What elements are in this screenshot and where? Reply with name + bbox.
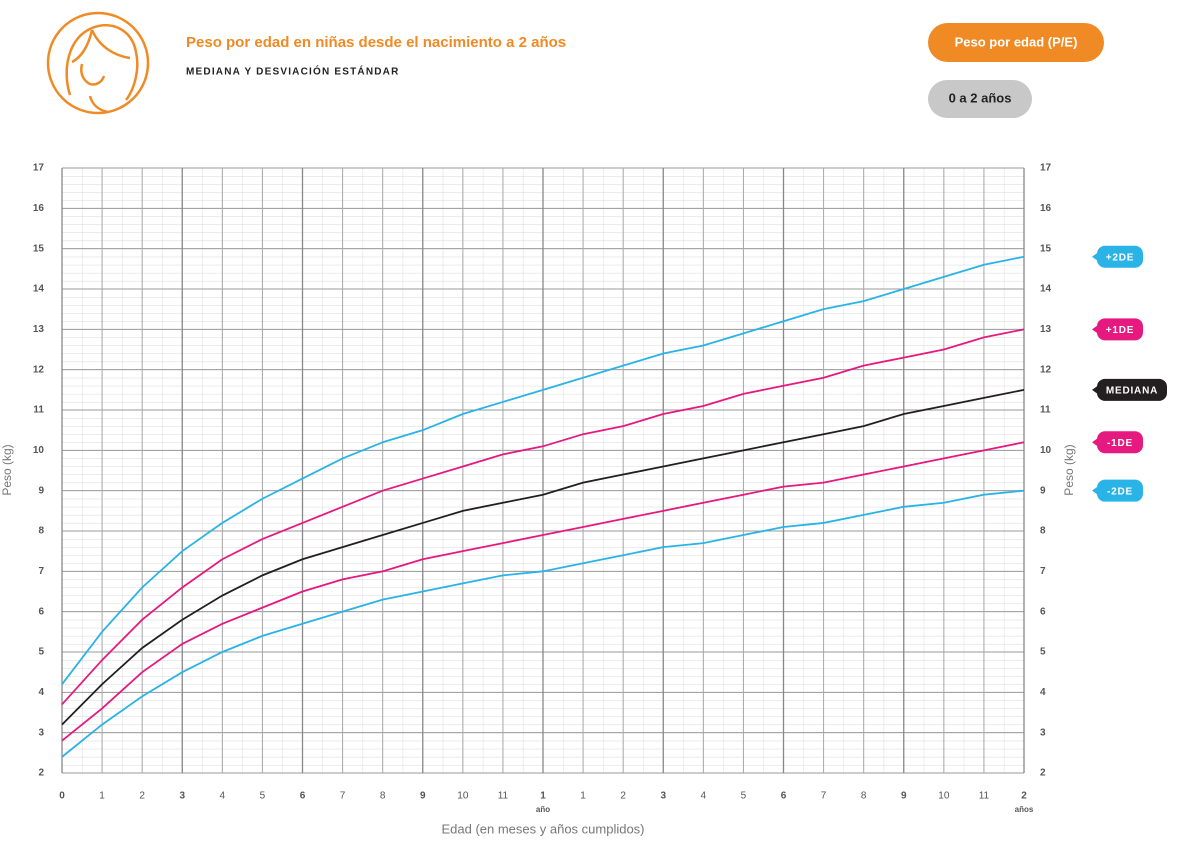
y-tick-label: 6 xyxy=(1040,606,1046,617)
y-tick-label: 8 xyxy=(38,526,44,537)
y-tick-label: 5 xyxy=(1040,647,1046,658)
y-tick-label: 17 xyxy=(33,163,45,174)
x-tick-label: 8 xyxy=(380,791,386,802)
y-tick-label: 12 xyxy=(1040,364,1052,375)
series-line xyxy=(61,441,1025,742)
y-tick-label: 16 xyxy=(1040,203,1052,214)
x-tick-label: 4 xyxy=(701,791,707,802)
legend-label: +1DE xyxy=(1106,325,1135,336)
button[interactable] xyxy=(928,23,1104,62)
legend-badge xyxy=(1097,479,1143,502)
button[interactable] xyxy=(928,80,1032,118)
x-tick-label: 2 xyxy=(620,791,626,802)
legend-badge xyxy=(1097,431,1143,454)
series-line xyxy=(61,388,1025,726)
y-tick-label: 16 xyxy=(33,203,45,214)
x-tick-label: 4 xyxy=(220,791,226,802)
x-tick-label: 7 xyxy=(340,791,346,802)
legend-label: +2DE xyxy=(1106,252,1135,263)
x-axis-label: Edad (en meses y años cumplidos) xyxy=(441,821,644,836)
y-axis-label: Peso (kg) xyxy=(1062,444,1076,495)
x-tick-sublabel: año xyxy=(536,805,550,814)
x-tick-label: 9 xyxy=(420,791,426,802)
x-tick-label: 11 xyxy=(498,791,509,802)
y-tick-label: 6 xyxy=(38,606,44,617)
x-tick-label: 6 xyxy=(300,791,306,802)
y-tick-label: 17 xyxy=(1040,163,1052,174)
x-tick-sublabel: años xyxy=(1015,805,1034,814)
x-tick-label: 1 xyxy=(99,791,105,802)
x-tick-label: 9 xyxy=(901,791,907,802)
series-line xyxy=(61,489,1025,758)
y-tick-label: 11 xyxy=(1040,405,1051,416)
x-tick-label: 0 xyxy=(59,791,65,802)
y-axis-label: Peso (kg) xyxy=(0,444,14,495)
x-tick-label: 3 xyxy=(179,791,185,802)
y-tick-label: 10 xyxy=(1040,445,1052,456)
y-tick-label: 13 xyxy=(33,324,45,335)
x-tick-label: 5 xyxy=(741,791,747,802)
x-tick-label: 2 xyxy=(1021,791,1027,802)
legend-badge xyxy=(1097,245,1143,268)
y-tick-label: 4 xyxy=(38,687,44,698)
y-tick-label: 10 xyxy=(33,445,45,456)
y-tick-label: 4 xyxy=(1040,687,1046,698)
x-tick-label: 11 xyxy=(979,791,990,802)
x-tick-label: 3 xyxy=(660,791,666,802)
x-tick-label: 5 xyxy=(260,791,266,802)
series-line xyxy=(61,328,1025,706)
y-tick-label: 5 xyxy=(38,647,44,658)
legend-badge xyxy=(1097,318,1143,341)
x-tick-label: 1 xyxy=(580,791,586,802)
y-tick-label: 9 xyxy=(1040,485,1046,496)
y-tick-label: 14 xyxy=(33,284,45,295)
y-tick-label: 11 xyxy=(33,405,44,416)
legend-label: -1DE xyxy=(1107,438,1133,449)
legend-badge xyxy=(1097,378,1167,401)
girl-icon xyxy=(46,11,150,115)
legend-label: MEDIANA xyxy=(1106,385,1158,396)
y-tick-label: 7 xyxy=(1040,566,1046,577)
button-label[interactable]: Peso por edad (P/E) xyxy=(955,34,1078,49)
chart-title: Peso por edad en niñas desde el nacimien… xyxy=(186,34,566,51)
y-tick-label: 13 xyxy=(1040,324,1052,335)
y-tick-label: 2 xyxy=(1040,768,1046,779)
y-tick-label: 15 xyxy=(1040,243,1052,254)
x-tick-label: 8 xyxy=(861,791,867,802)
series-line xyxy=(61,255,1025,685)
y-tick-label: 2 xyxy=(38,768,44,779)
button-label[interactable]: 0 a 2 años xyxy=(949,90,1012,105)
x-tick-label: 2 xyxy=(139,791,145,802)
x-tick-label: 6 xyxy=(781,791,787,802)
y-tick-label: 15 xyxy=(33,243,45,254)
legend-label: -2DE xyxy=(1107,486,1133,497)
x-tick-label: 10 xyxy=(938,791,950,802)
y-tick-label: 7 xyxy=(38,566,44,577)
chart-subtitle: MEDIANA Y DESVIACIÓN ESTÁNDAR xyxy=(186,65,400,78)
y-tick-label: 12 xyxy=(33,364,45,375)
y-tick-label: 8 xyxy=(1040,526,1046,537)
y-tick-label: 3 xyxy=(38,727,44,738)
y-tick-label: 9 xyxy=(38,485,44,496)
x-tick-label: 7 xyxy=(821,791,827,802)
y-tick-label: 3 xyxy=(1040,727,1046,738)
y-tick-label: 14 xyxy=(1040,284,1052,295)
x-tick-label: 10 xyxy=(457,791,469,802)
x-tick-label: 1 xyxy=(540,791,546,802)
